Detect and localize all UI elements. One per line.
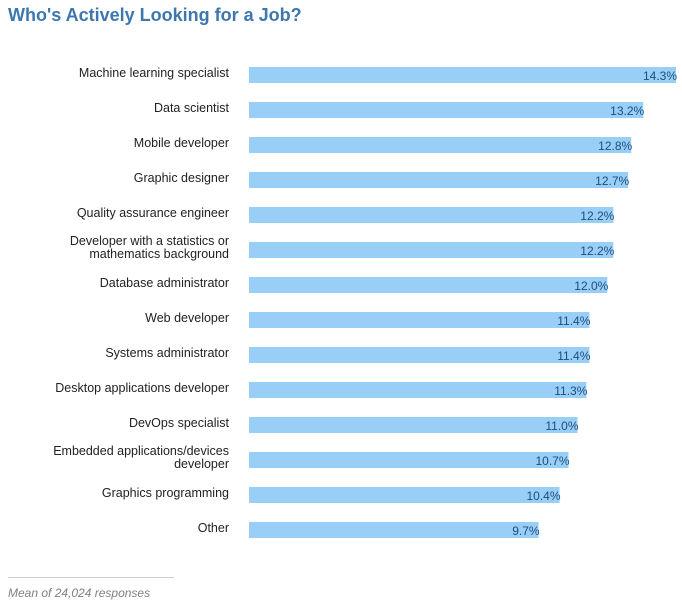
bar bbox=[249, 347, 590, 363]
bar-value-label: 11.4% bbox=[557, 349, 590, 363]
bar-chart: 14.3% Machine learning specialist 13.2% Dat… bbox=[53, 66, 677, 538]
bar-value-label: 10.7% bbox=[535, 454, 569, 468]
bar-value-label: 11.0% bbox=[545, 419, 578, 433]
bar-value-label: 14.3% bbox=[643, 69, 677, 83]
bar bbox=[249, 452, 569, 468]
bar-value-label: 11.3% bbox=[554, 384, 587, 398]
category-label: Database administrator bbox=[100, 276, 229, 290]
bar bbox=[249, 172, 629, 188]
bar-value-label: 12.2% bbox=[580, 244, 614, 258]
bar-value-label: 13.2% bbox=[610, 104, 644, 118]
bar bbox=[249, 277, 608, 293]
bar-value-label: 12.7% bbox=[595, 174, 629, 188]
bar-value-label: 12.8% bbox=[598, 139, 632, 153]
category-label: Machine learning specialist bbox=[79, 66, 230, 80]
bar bbox=[249, 487, 560, 503]
bar-value-label: 12.2% bbox=[580, 209, 614, 223]
bar bbox=[249, 102, 644, 118]
bar-value-label: 10.4% bbox=[526, 489, 560, 503]
bar-value-label: 12.0% bbox=[574, 279, 608, 293]
category-label: Other bbox=[198, 521, 229, 535]
footnote: Mean of 24,024 responses bbox=[8, 586, 151, 600]
bar bbox=[249, 522, 539, 538]
bar bbox=[249, 67, 676, 83]
category-label: Embedded applications/devices developer bbox=[53, 444, 229, 471]
category-label: Graphic designer bbox=[134, 171, 229, 185]
bar-value-label: 11.4% bbox=[557, 314, 590, 328]
category-label: Graphics programming bbox=[102, 486, 229, 500]
bar bbox=[249, 417, 578, 433]
bar bbox=[249, 137, 632, 153]
footnote-divider bbox=[8, 577, 174, 578]
bar bbox=[249, 242, 614, 258]
category-label: Desktop applications developer bbox=[55, 381, 229, 395]
category-label: Quality assurance engineer bbox=[77, 206, 229, 220]
bar bbox=[249, 382, 587, 398]
category-label: Web developer bbox=[145, 311, 229, 325]
category-label: Developer with a statistics or mathematic… bbox=[70, 234, 229, 261]
category-label: DevOps specialist bbox=[129, 416, 230, 430]
chart-title: Who's Actively Looking for a Job? bbox=[8, 5, 302, 25]
bar bbox=[249, 207, 614, 223]
bar bbox=[249, 312, 590, 328]
category-label: Mobile developer bbox=[134, 136, 229, 150]
category-label: Data scientist bbox=[154, 101, 230, 115]
category-label: Systems administrator bbox=[105, 346, 229, 360]
bar-value-label: 9.7% bbox=[512, 524, 540, 538]
